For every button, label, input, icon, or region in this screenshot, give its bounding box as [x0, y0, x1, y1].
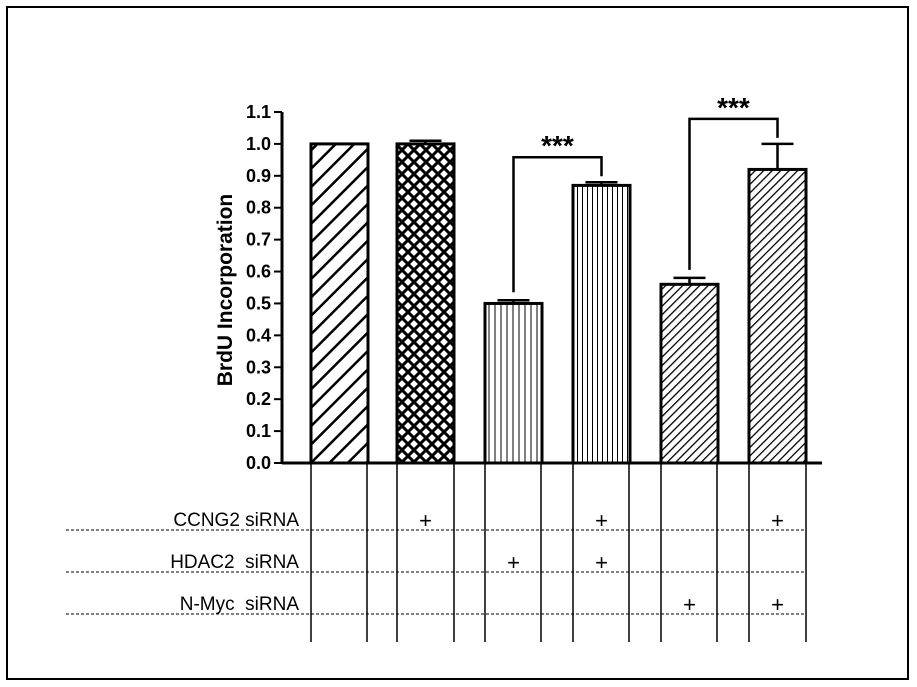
- significance-bracket: [512, 155, 603, 293]
- y-tick-label: 0.7: [246, 230, 271, 250]
- condition-mark: +: [595, 550, 608, 575]
- bar: [747, 167, 808, 465]
- y-tick-label: 0.2: [246, 389, 271, 409]
- condition-label: N-Myc siRNA: [180, 594, 300, 615]
- y-tick-label: 1.1: [246, 102, 271, 122]
- y-axis-label: BrdU Incorporation: [214, 194, 237, 387]
- condition-mark: +: [507, 550, 520, 575]
- y-tick-label: 0.6: [246, 262, 271, 282]
- error-bars: [409, 139, 794, 304]
- bar: [483, 301, 544, 465]
- bar: [395, 142, 456, 465]
- condition-mark: +: [771, 592, 784, 617]
- significance-label: ***: [541, 130, 574, 161]
- y-axis: 0.0 0.1 0.2 0.3 0.4 0.5 0.6 0.7 0.8 0.9 1.0 1.1: [246, 102, 284, 473]
- condition-mark: +: [771, 508, 784, 533]
- y-tick-label: 0.8: [246, 198, 271, 218]
- y-tick-label: 0.5: [246, 293, 271, 313]
- bars: [309, 142, 808, 465]
- condition-table: CCNG2 siRNA + + + HDAC2 siRNA + + N-Myc siRNA + +: [66, 463, 807, 642]
- y-tick-label: 0.1: [246, 421, 271, 441]
- y-tick-label: 0.3: [246, 357, 271, 377]
- condition-mark: +: [683, 592, 696, 617]
- y-tick-label: 0.0: [246, 453, 271, 473]
- significance-brackets: *** ***: [512, 92, 779, 293]
- bar: [571, 183, 632, 465]
- condition-mark: +: [595, 508, 608, 533]
- condition-mark: +: [419, 508, 432, 533]
- condition-label: CCNG2 siRNA: [173, 510, 299, 531]
- bar: [309, 142, 370, 465]
- figure-frame: [6, 6, 909, 680]
- y-tick-label: 0.9: [246, 166, 271, 186]
- y-tick-label: 1.0: [246, 134, 271, 154]
- y-tick-label: 0.4: [246, 325, 271, 345]
- bar: [659, 282, 720, 465]
- significance-label: ***: [717, 92, 750, 123]
- significance-bracket: [688, 117, 779, 270]
- condition-label: HDAC2 siRNA: [170, 552, 299, 573]
